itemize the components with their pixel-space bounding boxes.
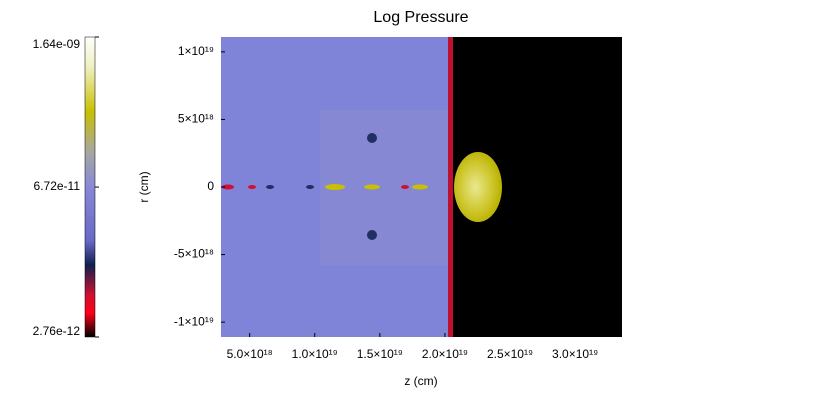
x-tick-label: 2.0×10¹⁹ [422,347,468,361]
colorbar-tick-label: 6.72e-11 [34,179,81,193]
y-tick-label: -1×10¹⁹ [174,314,214,328]
y-tick-label: 5×10¹⁸ [178,112,214,126]
x-tick-label: 1.0×10¹⁹ [292,347,338,361]
x-axis-label: z (cm) [404,374,437,388]
colorbar-tick-label: 2.76e-12 [33,324,81,338]
field-image [221,37,622,337]
x-tick-label: 1.5×10¹⁹ [357,347,403,361]
colorbar-tick-label: 1.64e-09 [33,37,81,51]
x-tick-label: 5.0×10¹⁸ [227,347,273,361]
colorbar [84,36,96,338]
x-tick-label: 3.0×10¹⁹ [552,347,598,361]
x-tick-label: 2.5×10¹⁹ [487,347,533,361]
y-tick-label: 0 [207,179,214,193]
y-tick-label: -5×10¹⁸ [174,247,214,261]
y-axis-label: r (cm) [137,171,151,202]
y-tick-label: 1×10¹⁹ [178,44,214,58]
chart-title: Log Pressure [373,9,468,26]
